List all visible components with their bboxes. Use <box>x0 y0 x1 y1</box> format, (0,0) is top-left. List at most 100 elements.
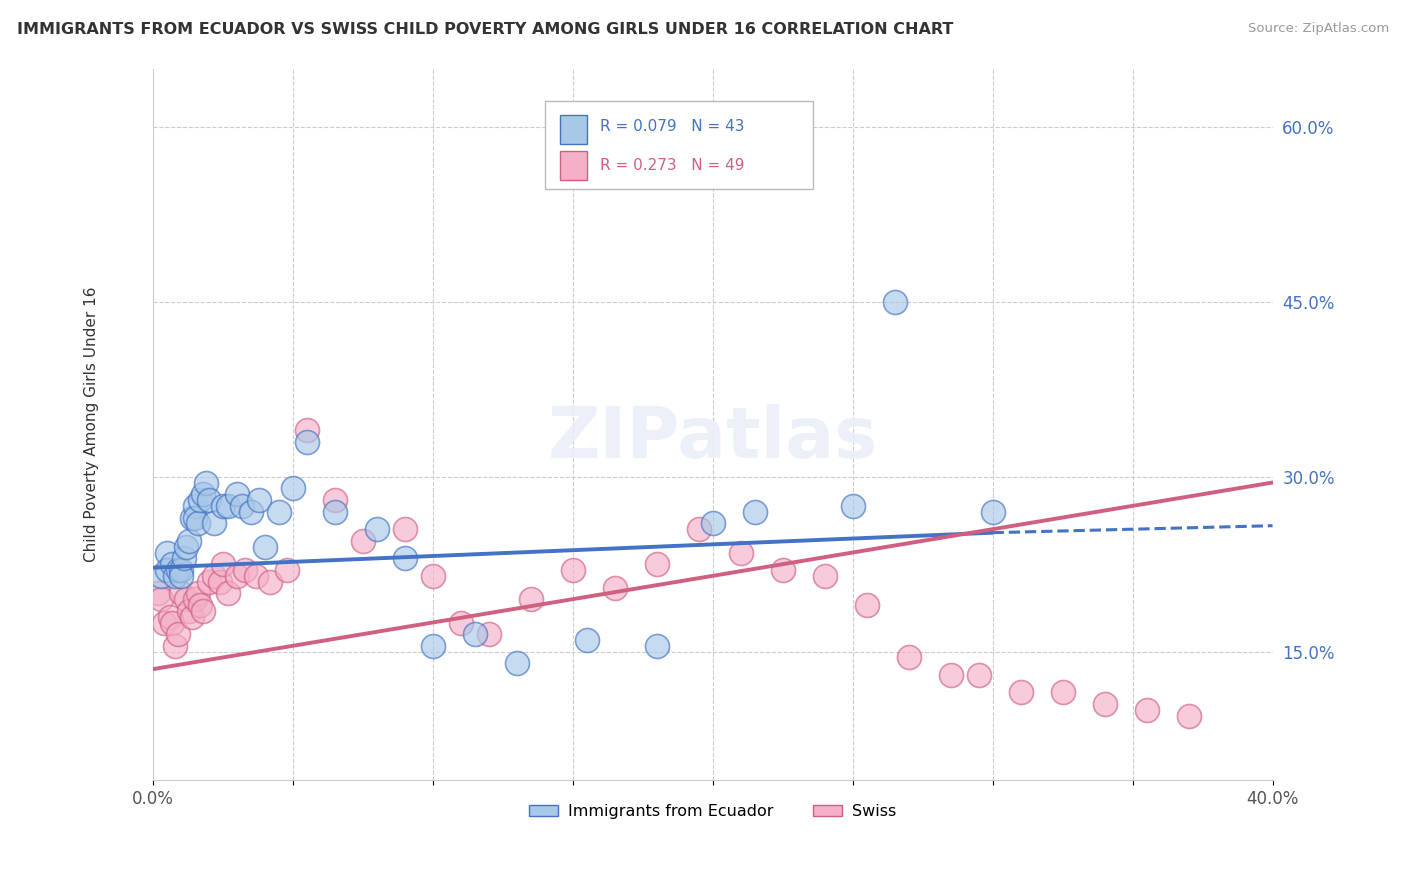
Point <box>170 563 193 577</box>
Point <box>239 505 262 519</box>
Point <box>323 505 346 519</box>
Point <box>841 499 863 513</box>
Point <box>1177 708 1199 723</box>
Point <box>211 499 233 513</box>
Point <box>231 499 253 513</box>
Point <box>603 581 626 595</box>
Point <box>276 563 298 577</box>
Point <box>197 574 219 589</box>
Point <box>153 615 176 630</box>
Point <box>183 592 205 607</box>
Point <box>394 551 416 566</box>
Point <box>202 516 225 531</box>
Point <box>150 592 173 607</box>
Point <box>167 627 190 641</box>
Point <box>352 533 374 548</box>
Point <box>366 522 388 536</box>
Point <box>233 563 256 577</box>
Point <box>179 533 201 548</box>
Point <box>519 592 541 607</box>
Point <box>188 493 211 508</box>
Point <box>148 586 170 600</box>
Point <box>478 627 501 641</box>
Point <box>162 558 184 572</box>
Point <box>813 569 835 583</box>
Point <box>194 475 217 490</box>
Point <box>450 615 472 630</box>
Point <box>162 615 184 630</box>
Point <box>645 639 668 653</box>
Point <box>156 545 179 559</box>
Point <box>464 627 486 641</box>
Point <box>176 592 198 607</box>
Point <box>170 586 193 600</box>
Point <box>247 493 270 508</box>
Point <box>1052 685 1074 699</box>
Legend: Immigrants from Ecuador, Swiss: Immigrants from Ecuador, Swiss <box>523 797 903 825</box>
Point <box>202 569 225 583</box>
Point <box>1094 697 1116 711</box>
Text: R = 0.079   N = 43: R = 0.079 N = 43 <box>599 120 744 135</box>
FancyBboxPatch shape <box>561 151 588 179</box>
Point <box>422 569 444 583</box>
Point <box>967 668 990 682</box>
Point <box>173 551 195 566</box>
Point <box>208 574 231 589</box>
Point <box>939 668 962 682</box>
Point <box>225 487 247 501</box>
Point <box>165 569 187 583</box>
Point <box>225 569 247 583</box>
Point <box>191 604 214 618</box>
Point <box>702 516 724 531</box>
Point <box>575 632 598 647</box>
Point <box>253 540 276 554</box>
Point <box>295 434 318 449</box>
Point <box>744 505 766 519</box>
Point <box>883 294 905 309</box>
Point <box>183 499 205 513</box>
Point <box>159 609 181 624</box>
Text: Child Poverty Among Girls Under 16: Child Poverty Among Girls Under 16 <box>83 286 98 562</box>
Point <box>167 563 190 577</box>
Point <box>394 522 416 536</box>
FancyBboxPatch shape <box>561 115 588 144</box>
FancyBboxPatch shape <box>544 101 814 189</box>
Point <box>181 609 204 624</box>
Point <box>186 516 208 531</box>
Point <box>267 505 290 519</box>
Text: IMMIGRANTS FROM ECUADOR VS SWISS CHILD POVERTY AMONG GIRLS UNDER 16 CORRELATION : IMMIGRANTS FROM ECUADOR VS SWISS CHILD P… <box>17 22 953 37</box>
Point <box>245 569 267 583</box>
Point <box>645 558 668 572</box>
Point <box>188 598 211 612</box>
Point <box>170 569 193 583</box>
Point <box>1135 703 1157 717</box>
Point <box>730 545 752 559</box>
Point <box>217 499 239 513</box>
Point <box>156 563 179 577</box>
Point <box>295 423 318 437</box>
Point <box>176 540 198 554</box>
Text: R = 0.273   N = 49: R = 0.273 N = 49 <box>599 158 744 173</box>
Point <box>191 487 214 501</box>
Point <box>179 604 201 618</box>
Point <box>505 657 527 671</box>
Point <box>281 482 304 496</box>
Text: Source: ZipAtlas.com: Source: ZipAtlas.com <box>1249 22 1389 36</box>
Point <box>772 563 794 577</box>
Point <box>422 639 444 653</box>
Point <box>217 586 239 600</box>
Point <box>211 558 233 572</box>
Text: ZIPatlas: ZIPatlas <box>547 404 877 473</box>
Point <box>183 510 205 524</box>
Point <box>186 586 208 600</box>
Point <box>259 574 281 589</box>
Point <box>561 563 583 577</box>
Point <box>150 569 173 583</box>
Point <box>197 493 219 508</box>
Point <box>165 639 187 653</box>
Point <box>1010 685 1032 699</box>
Point <box>688 522 710 536</box>
Point <box>855 598 877 612</box>
Point <box>981 505 1004 519</box>
Point <box>897 650 920 665</box>
